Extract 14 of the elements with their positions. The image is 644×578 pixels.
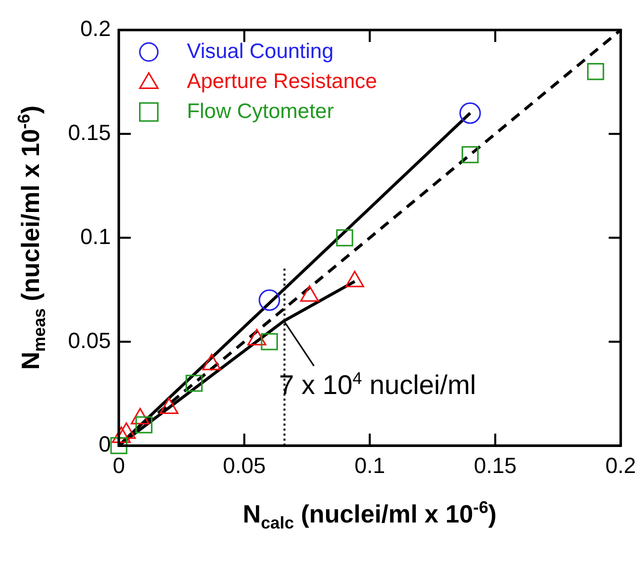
x-tick-label: 0.1	[354, 452, 386, 478]
y-tick-label: 0.1	[80, 224, 111, 249]
y-tick-label: 0.2	[80, 16, 111, 42]
x-tick-label: 0.15	[474, 452, 517, 478]
legend-label: Visual Counting	[186, 40, 334, 63]
x-tick-label: 0.05	[222, 452, 266, 478]
x-tick-label: 0.2	[605, 452, 636, 478]
y-tick-label: 0.05	[68, 328, 111, 353]
annotation: 7 x 10$^{4}$ nuclei/ml	[278, 368, 476, 401]
y-tick-label: 0	[98, 432, 111, 457]
x-axis-title: N$_{calc}$ (nuclei/ml x 10$^{-6}$)	[242, 498, 497, 533]
y-tick-label: 0.15	[68, 120, 111, 145]
legend-label: Flow Cytometer	[186, 100, 334, 123]
legend-label: Aperture Resistance	[186, 70, 378, 93]
